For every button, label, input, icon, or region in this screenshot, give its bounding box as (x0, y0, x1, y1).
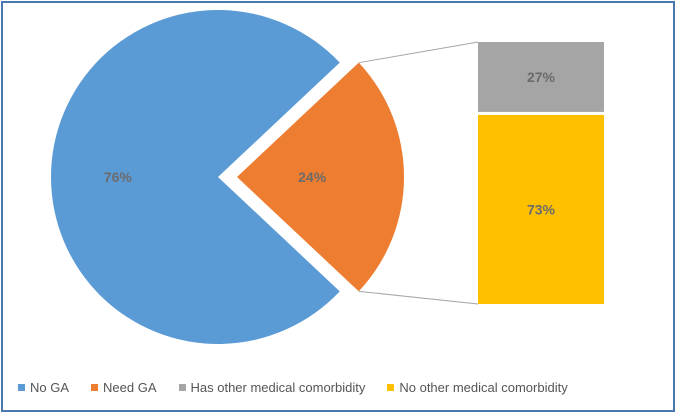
bar-segment-has-other-medical-comorbidity (478, 42, 604, 112)
legend-label: No GA (30, 379, 70, 395)
connector-line-bottom (358, 290, 479, 305)
pie (51, 10, 404, 345)
connector-lines (358, 41, 479, 305)
pie-label-need-ga: 24% (298, 169, 327, 185)
stacked-bar (478, 42, 604, 305)
pie-slice-no-ga (51, 10, 340, 345)
legend-label: Has other medical comorbidity (190, 379, 366, 395)
legend-item-no-ga: No GA (18, 380, 69, 395)
legend-item-no-other-medical-comorbidity: No other medical comorbidity (387, 379, 568, 395)
pie-slice-need-ga (237, 62, 404, 292)
legend-label: Need GA (103, 379, 157, 395)
legend-swatch (178, 383, 186, 391)
connector-line-top (358, 41, 479, 64)
pie-label-no-ga: 76% (104, 169, 133, 185)
legend-swatch (387, 383, 395, 391)
bar-label-has-other-medical-comorbidity: 27% (527, 69, 556, 85)
legend-item-need-ga: Need GA (91, 379, 157, 395)
bar-segment-no-other-medical-comorbidity (478, 114, 604, 305)
legend: No GA Need GA Has other medical comorbidit… (18, 377, 590, 397)
data-labels: 24% 76% 27% 73% (104, 69, 556, 218)
legend-swatch (18, 383, 25, 391)
legend-swatch (91, 383, 99, 391)
legend-label: No other medical comorbidity (399, 379, 568, 395)
legend-item-has-other-medical-comorbidity: Has other medical comorbidity (178, 379, 366, 395)
bar-label-no-other-medical-comorbidity: 73% (527, 201, 556, 217)
